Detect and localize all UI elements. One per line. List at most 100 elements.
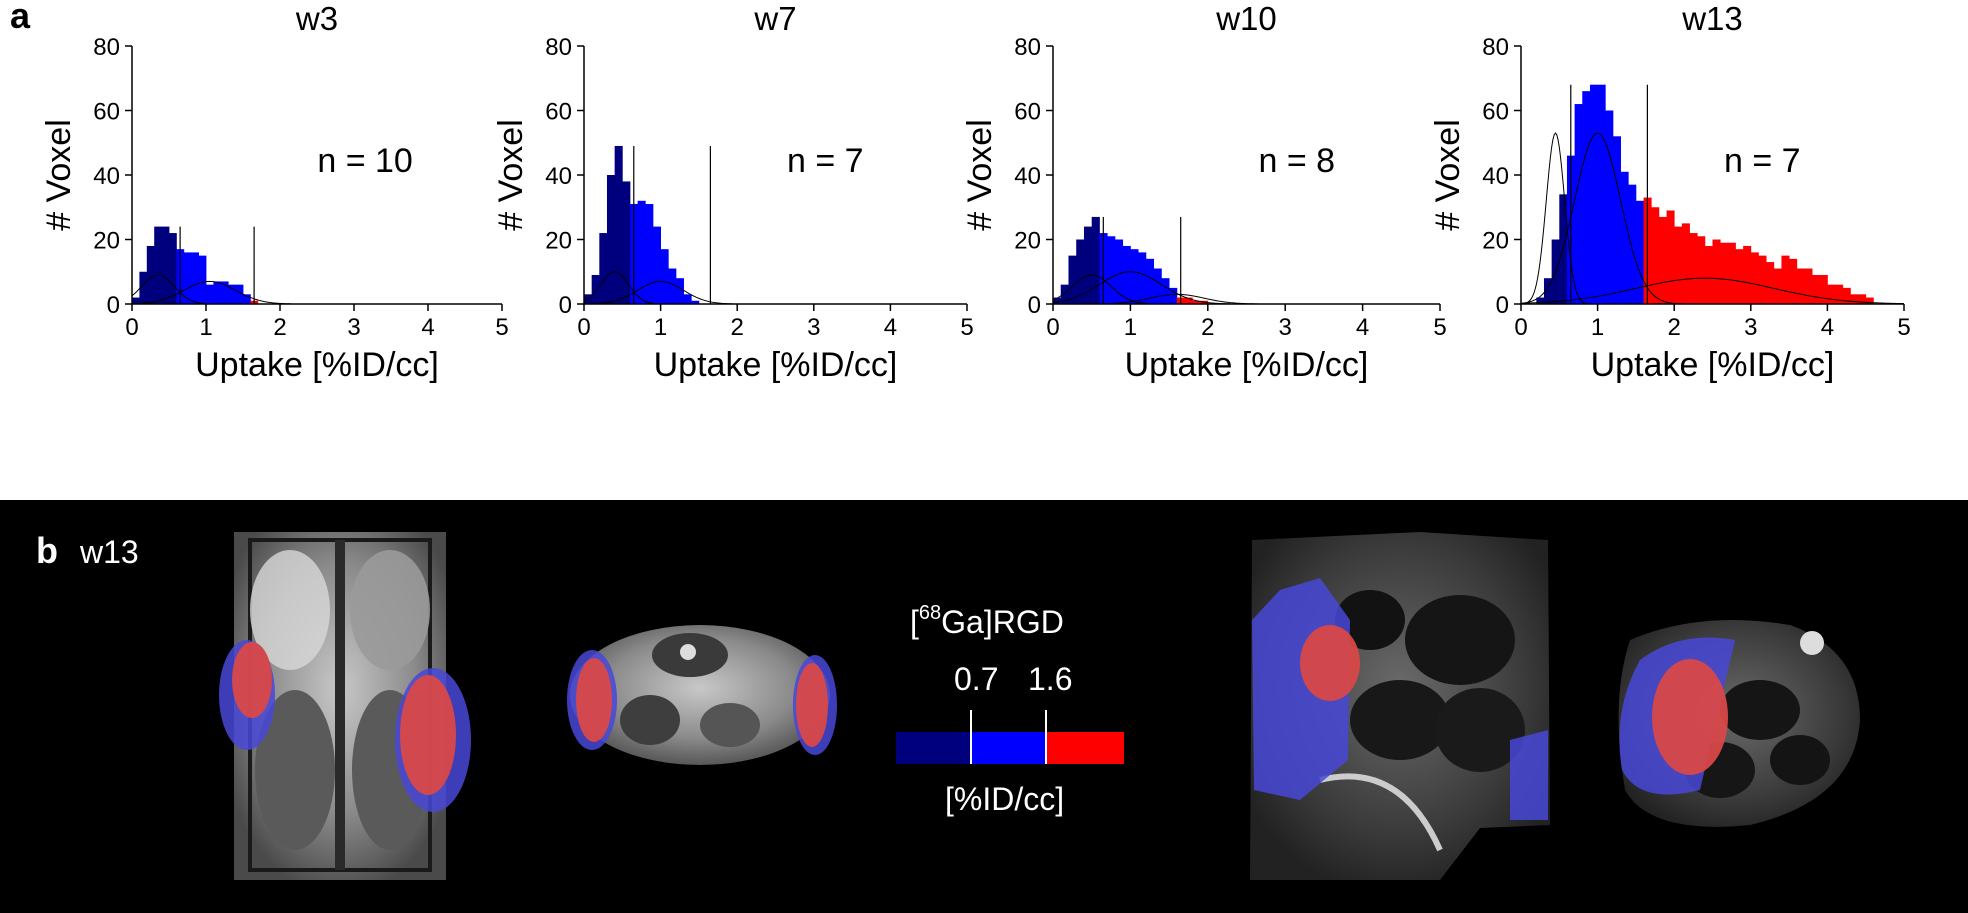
sample-size-annotation: n = 10	[317, 142, 412, 180]
histogram-bar	[213, 281, 222, 304]
x-tick-label: 0	[1514, 314, 1527, 341]
histogram-bar	[146, 245, 155, 304]
colorbar-unit: [%ID/cc]	[945, 781, 1064, 817]
histogram-bar	[206, 284, 214, 304]
fit-curve	[1096, 293, 1259, 305]
histogram-bar	[622, 181, 631, 304]
histogram-bar	[1145, 258, 1155, 304]
histogram-bar	[1750, 252, 1759, 304]
y-tick-label: 20	[1014, 228, 1041, 255]
histogram-bar	[652, 226, 661, 304]
histogram-bar	[139, 271, 148, 304]
histogram-bar	[1628, 184, 1637, 304]
chart-title: w7	[753, 0, 796, 37]
y-tick-label: 0	[107, 292, 120, 319]
histogram-bar	[1773, 268, 1782, 304]
y-tick-label: 20	[93, 228, 120, 255]
histogram-bar	[1091, 216, 1100, 304]
y-tick-label: 60	[93, 99, 120, 126]
x-axis-label: Uptake [%ID/cc]	[654, 346, 898, 384]
colorbar-segment-dark-blue	[896, 732, 972, 764]
x-tick-label: 4	[1821, 314, 1834, 341]
colorbar-segment-blue	[972, 732, 1046, 764]
x-tick-label: 2	[273, 314, 286, 341]
histogram-bar	[1812, 274, 1821, 304]
colorbar-threshold-high: 1.6	[1028, 661, 1072, 697]
y-tick-label: 0	[1496, 292, 1509, 319]
x-axis-label: Uptake [%ID/cc]	[1591, 346, 1835, 384]
sample-size-annotation: n = 8	[1259, 142, 1336, 180]
histogram-bar	[1651, 207, 1660, 304]
histogram-bar	[1153, 268, 1162, 304]
fit-curve	[1522, 132, 1589, 305]
y-tick-label: 80	[93, 34, 120, 61]
x-tick-label: 1	[654, 314, 667, 341]
histogram-bar	[220, 281, 229, 304]
histogram-bar	[1169, 287, 1178, 305]
histogram-bar	[1192, 300, 1201, 304]
chart-title: w13	[1681, 0, 1743, 37]
histogram-bar	[1674, 226, 1683, 304]
y-axis-label: # Voxel	[961, 119, 999, 231]
histogram-bar	[599, 233, 608, 304]
y-tick-label: 60	[1482, 99, 1509, 126]
x-tick-label: 0	[1046, 314, 1059, 341]
mri-coronal-left	[219, 532, 471, 880]
histogram-bar	[1605, 110, 1614, 304]
histogram-bar	[183, 252, 192, 304]
x-tick-label: 2	[731, 314, 744, 341]
mri-axial-right	[1618, 620, 1860, 827]
histogram-bar	[606, 175, 616, 304]
histogram-bar	[1865, 297, 1874, 304]
y-tick-label: 80	[545, 34, 572, 61]
histogram-bar	[1635, 200, 1644, 304]
y-tick-label: 80	[1482, 34, 1509, 61]
x-tick-label: 5	[1897, 314, 1910, 341]
histogram-bar	[1107, 236, 1116, 304]
histogram-bar	[1697, 236, 1706, 304]
x-tick-label: 1	[1124, 314, 1137, 341]
fit-curve	[1052, 271, 1232, 305]
histogram-bar	[691, 300, 700, 304]
histogram-bar	[198, 255, 207, 305]
histogram-bar	[668, 268, 677, 304]
colorbar: [68Ga]RGD 0.7 1.6 [%ID/cc]	[896, 602, 1124, 817]
histogram-bar	[1766, 262, 1775, 304]
histogram-bar	[675, 278, 684, 304]
x-tick-label: 5	[495, 314, 508, 341]
histogram-bar	[1536, 297, 1545, 304]
histogram-bar	[1658, 216, 1667, 304]
x-tick-label: 4	[1356, 314, 1369, 341]
panel-b-label: b	[36, 530, 58, 571]
histogram-bar	[1712, 239, 1721, 304]
histogram-bar	[1122, 245, 1131, 304]
histogram-bar	[1130, 249, 1139, 304]
histogram-w7: 0 20 40 60 80 0 1 2 3 4 5 w7 Uptake [%ID/cc] # Voxel n…	[492, 0, 974, 384]
histogram-bar	[660, 249, 669, 304]
colorbar-threshold-low: 0.7	[954, 661, 998, 697]
x-tick-label: 4	[884, 314, 897, 341]
y-tick-label: 0	[559, 292, 572, 319]
mri-axial-left	[567, 625, 837, 765]
panel-a-label: a	[10, 0, 31, 36]
histogram-bar	[228, 284, 236, 304]
x-tick-label: 2	[1668, 314, 1681, 341]
histogram-bar	[1076, 239, 1085, 304]
histogram-bar	[1758, 255, 1767, 305]
x-tick-label: 3	[1279, 314, 1292, 341]
histogram-bar	[161, 226, 170, 304]
histogram-bar	[1789, 258, 1798, 304]
histogram-bar	[1681, 223, 1690, 305]
y-axis-label: # Voxel	[492, 119, 530, 231]
histogram-bar	[1666, 210, 1675, 304]
y-tick-label: 20	[545, 228, 572, 255]
histogram-bar	[1796, 268, 1805, 304]
x-tick-label: 1	[199, 314, 212, 341]
histogram-bar	[1720, 242, 1729, 304]
x-tick-label: 0	[125, 314, 138, 341]
y-axis-label: # Voxel	[1429, 119, 1467, 231]
x-tick-label: 0	[577, 314, 590, 341]
histogram-bar	[1804, 268, 1813, 304]
y-tick-label: 40	[545, 163, 572, 190]
